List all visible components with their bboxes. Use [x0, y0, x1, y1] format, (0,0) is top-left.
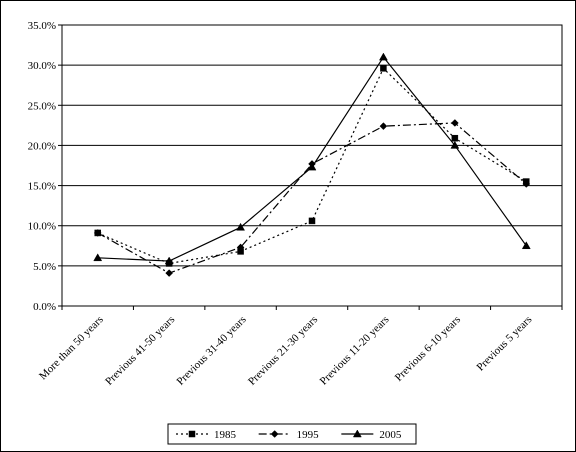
data-point: [522, 180, 531, 188]
series-line: [97, 56, 527, 262]
y-tick-label: 20.0%: [28, 140, 56, 152]
data-point: [451, 119, 459, 127]
legend-marker: [188, 430, 196, 438]
data-point: [164, 256, 174, 265]
x-tick-label: Previous 31-40 years: [175, 314, 249, 388]
series-2005: [93, 52, 531, 265]
legend-box: [167, 423, 417, 445]
y-tick-label: 15.0%: [28, 181, 56, 193]
x-tick-label: Previous 41-50 years: [103, 314, 177, 388]
legend-label: 2005: [379, 429, 402, 441]
x-tick-label: Previous 5 years: [475, 314, 535, 374]
x-tick-label: Previous 21-30 years: [246, 314, 320, 388]
data-point: [451, 134, 459, 142]
data-point: [236, 243, 245, 252]
data-point: [450, 140, 460, 149]
data-point: [379, 122, 388, 131]
x-tick-label: Previous 6-10 years: [393, 314, 463, 384]
data-point: [165, 269, 173, 277]
y-axis-ticks: 0.0% 5.0% 10.0% 15.0% 20.0% 25.0% 30.0% 35.0%: [28, 20, 62, 313]
y-tick-label: 0.0%: [33, 301, 56, 313]
y-tick-label: 35.0%: [28, 20, 56, 32]
data-point: [307, 162, 317, 171]
series-lines: [93, 52, 531, 277]
data-point: [521, 241, 531, 250]
data-point: [93, 253, 103, 262]
y-tick-label: 5.0%: [33, 261, 56, 273]
legend-label: 1995: [297, 429, 320, 441]
data-point: [380, 65, 387, 72]
x-tick-label: Previous 11-20 years: [318, 314, 392, 388]
gridlines: [61, 24, 563, 307]
x-tick-label: More than 50 years: [37, 314, 106, 383]
y-tick-label: 30.0%: [28, 60, 56, 72]
data-point: [378, 52, 388, 61]
legend-marker: [352, 429, 362, 438]
y-tick-label: 10.0%: [28, 221, 56, 233]
data-point: [236, 222, 246, 231]
plot-area: [61, 24, 563, 307]
data-point: [308, 217, 316, 225]
legend-label: 1985: [214, 429, 237, 441]
legend: 1985 1995 2005: [167, 423, 417, 445]
y-tick-label: 25.0%: [28, 100, 56, 112]
legend-marker: [270, 430, 279, 438]
data-point: [93, 229, 102, 237]
series-1995: [93, 119, 531, 277]
